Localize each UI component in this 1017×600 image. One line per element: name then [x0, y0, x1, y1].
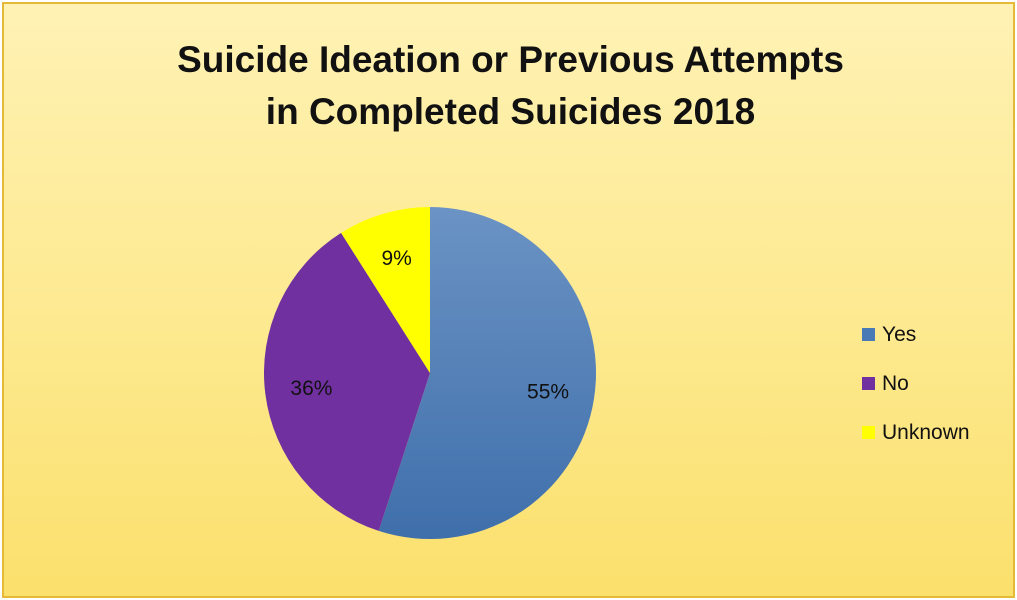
- pie-slice-no: [264, 232, 430, 531]
- chart-title-line-2: in Completed Suicides 2018: [265, 91, 756, 132]
- legend-swatch-yes: [862, 328, 875, 341]
- chart-title-line-1: Suicide Ideation or Previous Attempts: [177, 39, 844, 80]
- legend-item-yes: Yes: [862, 310, 970, 359]
- legend-label-no: No: [882, 371, 909, 395]
- legend-item-unknown: Unknown: [862, 408, 970, 457]
- chart-legend: Yes No Unknown: [862, 310, 970, 457]
- pie-label-unknown: 9%: [381, 247, 411, 270]
- legend-label-unknown: Unknown: [882, 420, 970, 444]
- pie-slices: [264, 207, 597, 539]
- legend-swatch-no: [862, 377, 875, 390]
- pie-slice-yes: [378, 207, 597, 539]
- pie-slice-unknown: [341, 207, 430, 373]
- legend-swatch-unknown: [862, 426, 875, 439]
- legend-label-yes: Yes: [882, 322, 917, 346]
- pie-label-yes: 55%: [527, 381, 569, 404]
- chart-title: Suicide Ideation or Previous Attempts in…: [4, 34, 1017, 138]
- pie-label-no: 36%: [290, 377, 332, 400]
- pie-slice-labels: 55% 36% 9%: [290, 247, 569, 403]
- legend-item-no: No: [862, 359, 970, 408]
